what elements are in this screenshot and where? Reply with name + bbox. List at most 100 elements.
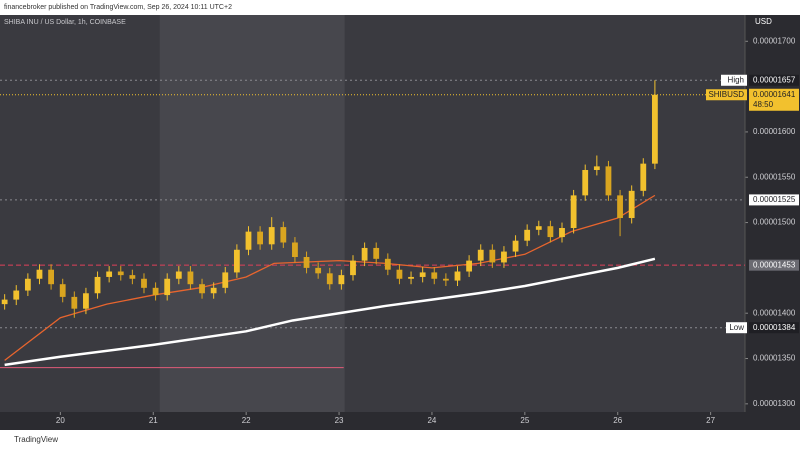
candle-body (535, 226, 542, 230)
price-label-box (749, 259, 799, 271)
x-tick-label: 26 (613, 416, 622, 425)
candle-body (152, 287, 159, 296)
candle-body (582, 169, 589, 196)
candle-body (303, 257, 310, 268)
candle-body (94, 276, 101, 294)
candle-body (36, 269, 43, 279)
candle-body (257, 231, 264, 245)
candle-body (187, 271, 194, 285)
candle-body (361, 247, 368, 261)
candle-body (292, 242, 298, 258)
price-label-value: 0.00001453 (753, 260, 796, 269)
candle-body (338, 275, 345, 285)
x-tick-label: 27 (706, 416, 715, 425)
y-tick-label: 0.00001300 (753, 399, 796, 408)
candle-body (373, 247, 380, 259)
price-label-box (749, 74, 799, 86)
y-tick-label: 0.00001700 (753, 36, 796, 45)
candle-body (210, 287, 217, 294)
candle-body (570, 195, 577, 229)
candle-body (222, 272, 229, 288)
x-tick-label: 22 (242, 416, 251, 425)
candle-body (1, 299, 8, 305)
symbol-title: SHIBA INU / US Dollar, 1h, COINBASE (4, 19, 126, 26)
candle-body (24, 278, 31, 291)
candle-body (489, 249, 496, 263)
candle-body (141, 278, 147, 288)
price-label-countdown: 48:50 (753, 100, 774, 109)
candle-body (617, 195, 623, 219)
candle-body (350, 260, 356, 276)
candle-body (547, 226, 554, 238)
currency: USD (755, 17, 772, 26)
x-tick-label: 21 (149, 416, 158, 425)
y-tick-label: 0.00001600 (753, 127, 796, 136)
candle-body (71, 296, 78, 309)
candle-body (431, 272, 438, 279)
candle-body (396, 269, 403, 279)
footer: TradingView (14, 435, 58, 444)
candle-body (117, 271, 124, 276)
price-label-value: 0.00001384 (753, 323, 796, 332)
candle-body (384, 258, 391, 270)
price-label-name-box (726, 322, 747, 334)
y-tick-label: 0.00001400 (753, 308, 796, 317)
candle-body (408, 276, 414, 279)
candle-body (419, 272, 426, 277)
candle-body (315, 267, 322, 274)
x-tick-label: 24 (427, 416, 436, 425)
plot-layer: 0.00001300 0.00001350 0.00001400 0.00001500… (0, 15, 799, 425)
candle-body (175, 271, 182, 279)
price-label-box (749, 88, 799, 111)
candle-body (199, 284, 205, 294)
candle-body (524, 229, 531, 241)
candle-body (477, 249, 484, 261)
x-tick-label: 25 (520, 416, 529, 425)
price-label-value: 0.00001525 (753, 195, 796, 204)
price-label-name: SHIBUSD (708, 90, 744, 99)
footer-bar (0, 430, 800, 450)
candle-body (268, 227, 275, 245)
candle-body (13, 290, 20, 300)
moving-average (4, 257, 656, 367)
header-bar (0, 0, 800, 15)
candle-body (280, 227, 287, 243)
x-tick-label: 23 (335, 416, 344, 425)
moving-average (4, 194, 656, 361)
price-label-value: 0.00001641 (753, 90, 796, 99)
header: financebroker published on TradingView.c… (4, 4, 232, 11)
price-label-name-box (721, 74, 747, 86)
candle-body (106, 271, 113, 277)
price-label-name-box (706, 89, 747, 101)
candle-body (512, 240, 519, 252)
candle-body (501, 251, 507, 263)
y-tick-label: 0.00001550 (753, 172, 796, 181)
price-label-box (749, 322, 799, 334)
candle-body (593, 166, 600, 170)
candle-body (59, 284, 66, 297)
candle-body (233, 249, 240, 273)
candle-body (129, 275, 136, 279)
highlight-range (159, 15, 345, 412)
price-label-value: 0.00001657 (753, 75, 796, 84)
candle-body (326, 273, 333, 285)
candle-body (164, 278, 171, 296)
candle-body (48, 269, 54, 285)
price-label-name: High (728, 75, 744, 84)
candle-body (605, 166, 612, 196)
candle-body (651, 94, 658, 164)
candle-body (466, 260, 473, 272)
y-tick-label: 0.00001350 (753, 354, 796, 363)
y-tick-label: 0.00001500 (753, 218, 796, 227)
price-label-name: Low (729, 323, 744, 332)
candle-body (559, 228, 565, 238)
x-tick-label: 20 (56, 416, 65, 425)
candle-body (245, 231, 252, 250)
candle-body (83, 293, 89, 309)
candle-body (628, 190, 635, 219)
candle-body (442, 278, 449, 281)
price-label-box (749, 194, 799, 206)
candle-body (454, 271, 461, 281)
